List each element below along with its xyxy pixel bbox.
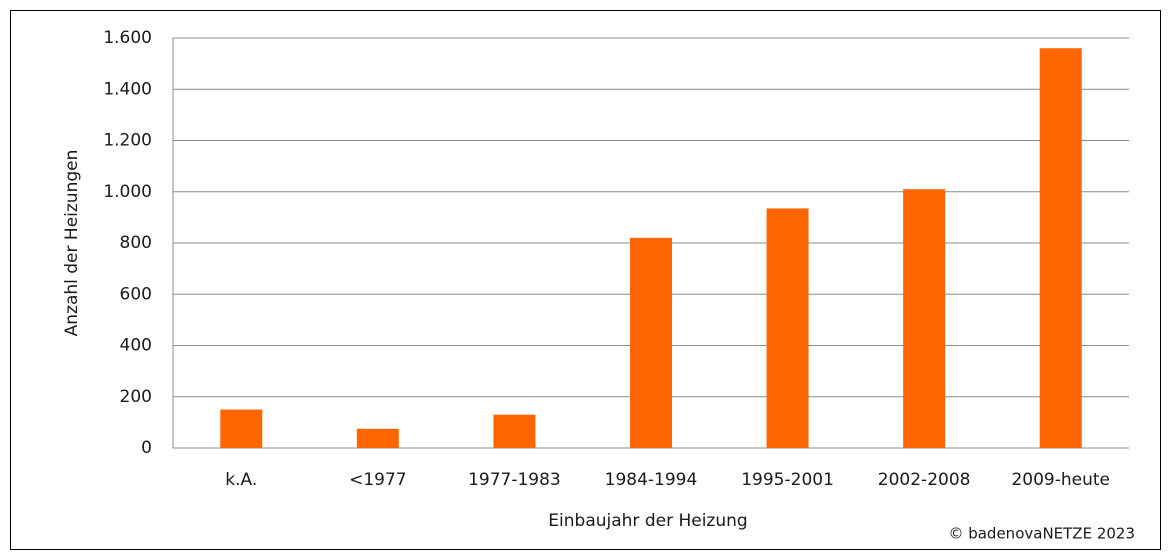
x-tick-label: 1995-2001 [741,470,834,490]
x-axis-label: Einbaujahr der Heizung [548,511,747,531]
x-tick-label: 2002-2008 [878,470,971,490]
bar [493,414,536,448]
bar [356,428,399,448]
y-tick-label: 1.400 [103,79,152,99]
x-tick-label: 1977-1983 [468,470,561,490]
chart-border [10,10,1161,550]
x-tick-label: 1984-1994 [605,470,698,490]
x-tick-label: 2009-heute [1011,470,1110,490]
y-tick-label: 1.200 [103,131,152,151]
bar [630,237,672,448]
y-tick-label: 0 [141,438,152,458]
bar [903,189,946,448]
x-tick-label: <1977 [349,470,407,490]
y-axis-label: Anzahl der Heizungen [62,150,82,337]
y-tick-label: 800 [120,233,152,253]
y-tick-label: 200 [120,387,152,407]
source-note: © badenovaNETZE 2023 [948,525,1135,543]
y-tick-label: 600 [120,284,152,304]
y-tick-label: 1.000 [103,182,152,202]
x-tick-label: k.A. [225,470,257,490]
bar [1039,48,1082,448]
bar [220,409,263,448]
y-tick-label: 1.600 [103,28,152,48]
bar [766,208,809,448]
y-tick-label: 400 [120,336,152,356]
